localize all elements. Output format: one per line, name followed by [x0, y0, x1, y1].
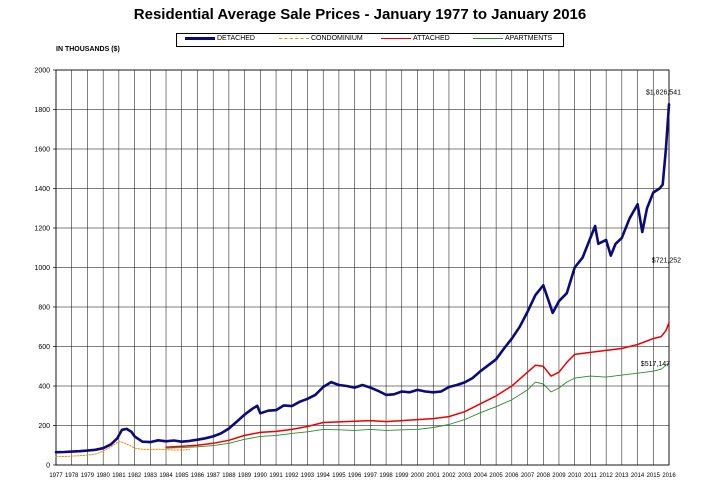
- x-tick-label: 1984: [159, 473, 173, 479]
- x-tick-label: 2005: [489, 473, 503, 479]
- y-tick-label: 400: [38, 384, 50, 391]
- x-tick-label: 1995: [332, 473, 346, 479]
- chart-title: Residential Average Sale Prices - Januar…: [133, 6, 587, 23]
- x-axis: 1977 1978 1979 1980 1981 1982 1983 1984 1985 1986…: [49, 473, 676, 479]
- legend-label-apartments: APARTMENTS: [505, 35, 553, 42]
- legend-item-apartments: APARTMENTS: [473, 35, 552, 42]
- y-tick-label: 2000: [34, 68, 50, 75]
- x-tick-label: 1979: [81, 473, 95, 479]
- y-axis-units-label: IN THOUSANDS ($): [56, 46, 120, 53]
- annotation-detached: $1,826,541: [646, 89, 681, 96]
- legend-swatch-condominium: [279, 38, 309, 39]
- y-tick-label: 1800: [34, 107, 50, 114]
- y-tick-label: 600: [38, 344, 50, 351]
- legend-item-condominium: CONDOMINIUM: [279, 35, 363, 42]
- x-tick-label: 2012: [599, 473, 613, 479]
- x-tick-label: 2015: [647, 473, 661, 479]
- x-tick-label: 1978: [65, 473, 79, 479]
- x-tick-label: 1982: [128, 473, 142, 479]
- x-tick-label: 1981: [112, 473, 126, 479]
- x-tick-label: 2007: [521, 473, 535, 479]
- x-tick-label: 2000: [411, 473, 425, 479]
- x-tick-label: 1999: [395, 473, 409, 479]
- x-tick-label: 1986: [191, 473, 205, 479]
- series-line-condominium: [55, 440, 191, 458]
- x-tick-label: 2003: [458, 473, 472, 479]
- legend-swatch-attached: [381, 38, 411, 39]
- x-tick-label: 1993: [301, 473, 315, 479]
- x-tick-label: 2010: [568, 473, 582, 479]
- x-tick-label: 1983: [144, 473, 158, 479]
- x-tick-label: 2016: [662, 473, 676, 479]
- x-tick-label: 1998: [379, 473, 393, 479]
- x-tick-label: 1988: [222, 473, 236, 479]
- x-tick-label: 1989: [238, 473, 252, 479]
- legend-label-attached: ATTACHED: [413, 35, 450, 42]
- x-tick-label: 2001: [427, 473, 441, 479]
- x-tick-label: 1990: [254, 473, 268, 479]
- x-tick-label: 1991: [269, 473, 283, 479]
- y-tick-label: 800: [38, 305, 50, 312]
- x-tick-label: 1985: [175, 473, 189, 479]
- x-tick-label: 1977: [49, 473, 63, 479]
- y-tick-label: 0: [46, 463, 50, 470]
- legend-label-detached: DETACHED: [217, 35, 255, 42]
- series-line-attached: [165, 321, 670, 448]
- x-tick-label: 2011: [584, 473, 598, 479]
- x-tick-label: 1997: [364, 473, 378, 479]
- x-tick-label: 1980: [96, 473, 110, 479]
- x-tick-label: 1996: [348, 473, 362, 479]
- legend-label-condominium: CONDOMINIUM: [311, 35, 363, 42]
- legend-swatch-detached: [185, 37, 215, 40]
- legend-item-detached: DETACHED: [185, 35, 255, 42]
- y-tick-label: 1400: [34, 186, 50, 193]
- y-tick-label: 1000: [34, 265, 50, 272]
- x-tick-label: 1994: [317, 473, 331, 479]
- y-axis: 0 200 400 600 800 1000 1200 1400 1600 1800 2000: [34, 68, 56, 470]
- x-tick-label: 2014: [631, 473, 645, 479]
- y-tick-label: 1600: [34, 147, 50, 154]
- legend-swatch-apartments: [473, 38, 503, 39]
- x-tick-label: 2004: [474, 473, 488, 479]
- series-line-apartments: [165, 362, 670, 449]
- series-line-detached: [54, 103, 671, 454]
- grid: [55, 69, 670, 466]
- x-tick-label: 1987: [206, 473, 220, 479]
- y-tick-label: 200: [38, 423, 50, 430]
- annotation-attached: $721,252: [652, 258, 681, 265]
- x-tick-label: 2002: [442, 473, 456, 479]
- x-tick-label: 2008: [537, 473, 551, 479]
- x-tick-label: 2013: [615, 473, 629, 479]
- annotations: $1,826,541 $721,252 $517,147: [641, 89, 681, 368]
- legend: DETACHED CONDOMINIUM ATTACHED APARTMENTS: [176, 33, 564, 47]
- y-tick-label: 1200: [34, 226, 50, 233]
- x-tick-label: 2006: [505, 473, 519, 479]
- series-lines: [54, 103, 671, 458]
- legend-item-attached: ATTACHED: [381, 35, 450, 42]
- x-tick-label: 1992: [285, 473, 299, 479]
- annotation-apartments: $517,147: [641, 361, 670, 368]
- x-tick-label: 2009: [552, 473, 566, 479]
